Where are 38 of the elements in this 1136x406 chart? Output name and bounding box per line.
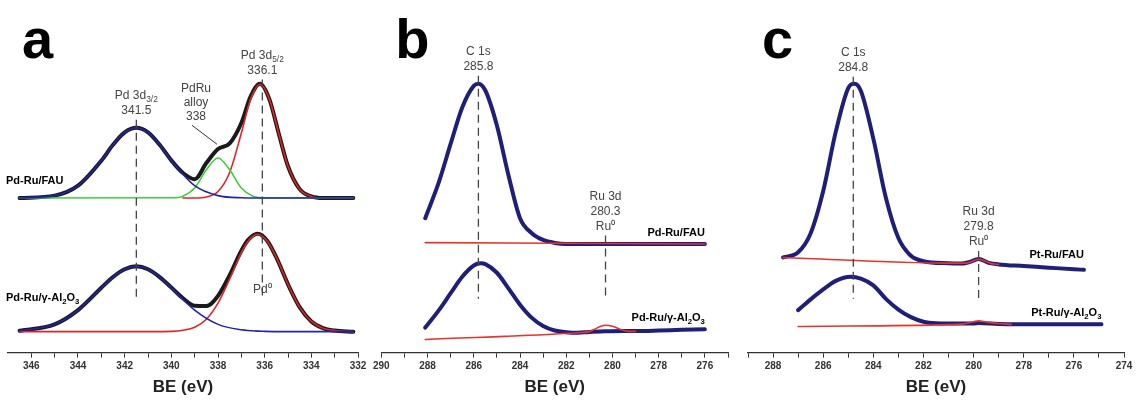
ref-line-label: C 1s 285.8 — [463, 43, 494, 73]
x-tick-label: 284 — [511, 360, 529, 372]
x-tick-label: 340 — [162, 360, 181, 372]
chart-title: a — [22, 7, 54, 70]
series-label: Pd-Ru/FAU — [6, 173, 64, 186]
ref-line-label: Ru 3d 279.8 Ru⁰ — [962, 204, 995, 249]
x-tick-label: 278 — [1015, 360, 1033, 372]
x-tick-label: 286 — [465, 360, 483, 372]
x-tick-label: 336 — [256, 360, 274, 372]
x-tick-label: 286 — [814, 360, 832, 372]
series-label: Pt-Ru/FAU — [1029, 248, 1084, 261]
ref-line-label: C 1s 284.8 — [838, 44, 869, 74]
x-tick-label: 342 — [116, 360, 134, 372]
x-tick-label: 288 — [419, 360, 437, 372]
x-axis-title: BE (eV) — [524, 377, 585, 397]
x-axis-title: BE (eV) — [905, 377, 967, 397]
x-tick-label: 276 — [696, 360, 714, 372]
chart-title: c — [762, 7, 794, 70]
ref-line-label: Ru 3d 280.3 Ru⁰ — [589, 188, 622, 233]
x-tick-label: 346 — [22, 360, 41, 372]
x-tick-label: 284 — [864, 360, 883, 372]
annotation: PdRu alloy 338 — [180, 81, 212, 124]
x-axis-title: BE (eV) — [152, 377, 214, 397]
x-tick-label: 290 — [373, 360, 391, 372]
x-tick-label: 274 — [1115, 360, 1133, 372]
x-tick-label: 334 — [302, 360, 321, 372]
x-tick-label: 280 — [604, 360, 622, 372]
x-tick-label: 276 — [1065, 360, 1083, 372]
series-label: Pd-Ru/FAU — [647, 225, 705, 238]
x-tick-label: 338 — [209, 360, 227, 372]
chart-title: b — [395, 7, 430, 70]
x-tick-label: 282 — [915, 360, 933, 372]
x-tick-label: 344 — [69, 360, 87, 372]
x-tick-label: 280 — [965, 360, 983, 372]
x-tick-label: 332 — [349, 360, 367, 372]
x-tick-label: 288 — [764, 360, 782, 372]
x-tick-label: 282 — [557, 360, 576, 372]
x-tick-label: 278 — [650, 360, 668, 372]
